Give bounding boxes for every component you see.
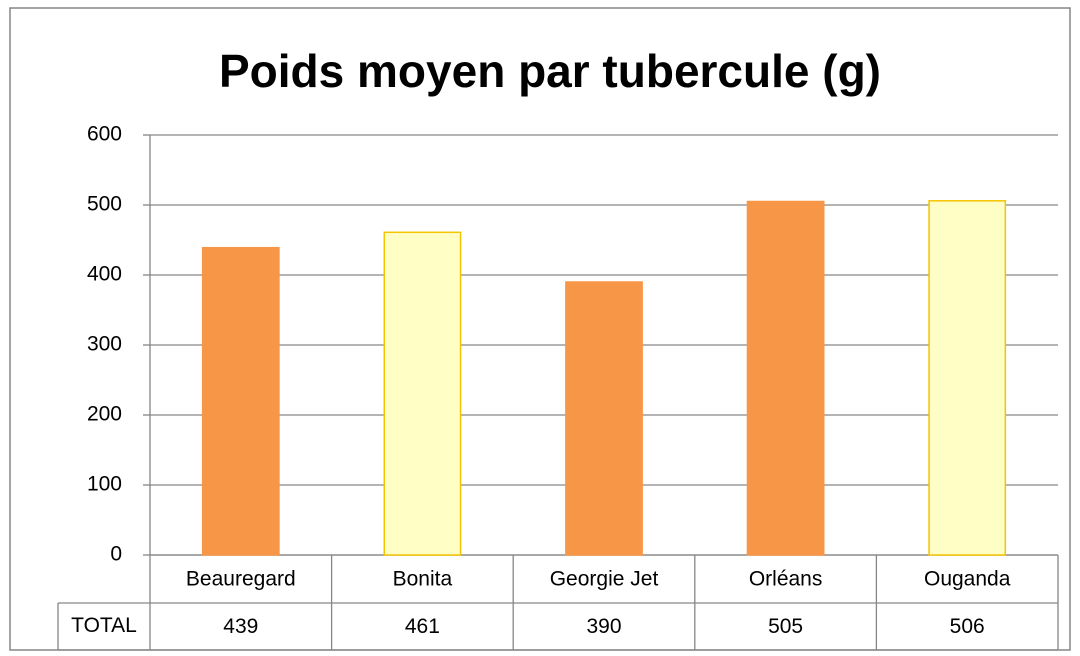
y-tick-label: 100 bbox=[87, 473, 122, 496]
x-tick-label: Orléans bbox=[749, 568, 823, 591]
y-tick-label: 400 bbox=[87, 263, 122, 286]
table-value: 390 bbox=[586, 615, 621, 638]
y-tick-label: 300 bbox=[87, 333, 122, 356]
bar bbox=[928, 200, 1007, 556]
table-value: 461 bbox=[405, 615, 440, 638]
bar bbox=[201, 246, 280, 556]
chart-title: Poids moyen par tubercule (g) bbox=[219, 45, 881, 97]
y-tick-label: 200 bbox=[87, 403, 122, 426]
bar bbox=[746, 200, 825, 556]
chart-border bbox=[9, 7, 1071, 651]
table-value: 505 bbox=[768, 615, 803, 638]
x-tick-label: Georgie Jet bbox=[550, 568, 659, 591]
table-value: 506 bbox=[950, 615, 985, 638]
bar bbox=[383, 231, 462, 556]
y-tick-label: 600 bbox=[87, 123, 122, 146]
table-value: 439 bbox=[223, 615, 258, 638]
y-tick-label: 500 bbox=[87, 193, 122, 216]
bar bbox=[565, 281, 643, 556]
x-tick-label: Ouganda bbox=[924, 568, 1011, 591]
row-label: TOTAL bbox=[71, 614, 137, 637]
x-tick-label: Beauregard bbox=[186, 568, 296, 591]
y-tick-label: 0 bbox=[110, 543, 122, 566]
x-tick-label: Bonita bbox=[393, 568, 453, 591]
